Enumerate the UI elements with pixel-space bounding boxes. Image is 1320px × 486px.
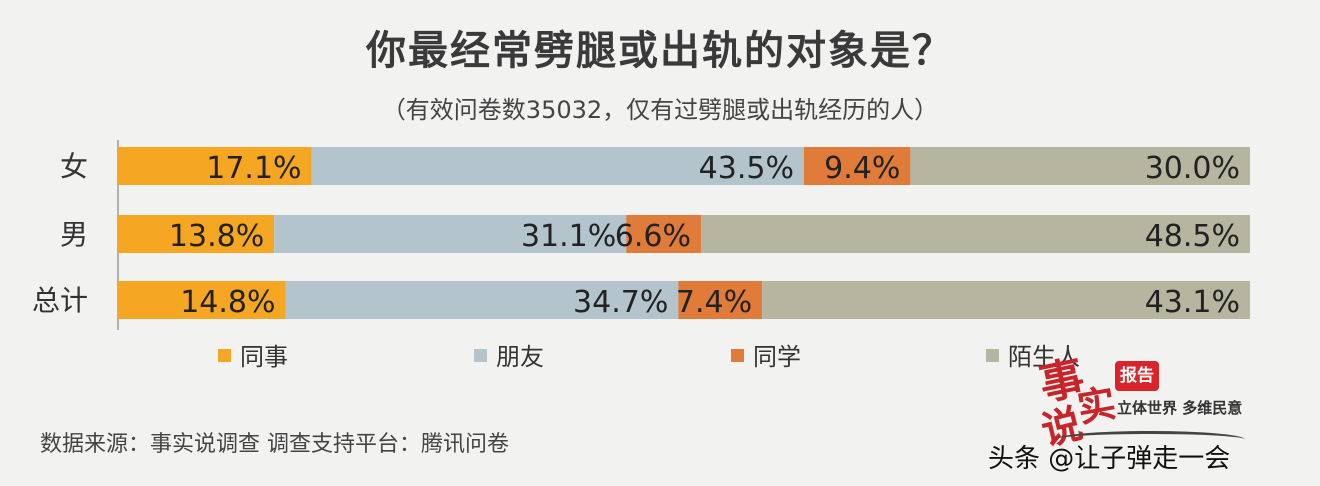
bar-segment xyxy=(678,281,763,319)
bar-segment xyxy=(626,215,701,253)
data-label: 6.6% xyxy=(615,219,691,254)
data-label: 30.0% xyxy=(1145,151,1240,186)
chart-title: 你最经常劈腿或出轨的对象是？ xyxy=(366,28,954,74)
data-label: 17.1% xyxy=(206,151,301,186)
shishishuo-logo: 事 实 说 报告 立体世界 多维民意 xyxy=(1035,335,1275,455)
category-label: 男 xyxy=(60,218,88,251)
data-label: 13.8% xyxy=(169,219,264,254)
bar-segment xyxy=(910,147,1250,185)
legend-swatch xyxy=(218,349,231,362)
data-label: 43.5% xyxy=(699,151,794,186)
watermark: 头条 @让子弹走一会 xyxy=(988,444,1231,474)
legend-label: 同事 xyxy=(240,343,288,371)
bar-segment xyxy=(762,281,1250,319)
bar-segment xyxy=(274,215,627,253)
logo-slogan: 立体世界 多维民意 xyxy=(1117,399,1243,417)
data-label: 43.1% xyxy=(1145,285,1240,320)
bar-segment xyxy=(118,281,286,319)
data-label: 14.8% xyxy=(180,285,275,320)
bar-segment xyxy=(311,147,804,185)
legend-label: 同学 xyxy=(753,343,801,371)
logo-swoosh xyxy=(1055,431,1245,448)
plot-area: 女 17.1% 43.5% 9.4% 30.0% 男 13.8% 31.1%6.6% 48.5%… xyxy=(32,140,1250,371)
data-label: 31.1% xyxy=(521,219,616,254)
legend-swatch xyxy=(474,349,487,362)
data-label: 7.4% xyxy=(676,285,752,320)
legend-label: 陌生人 xyxy=(1008,343,1080,371)
bar-segment xyxy=(803,147,911,185)
category-label: 总计 xyxy=(32,284,88,317)
legend-swatch xyxy=(986,349,999,362)
bar-segment xyxy=(118,215,275,253)
data-label: 34.7% xyxy=(573,285,668,320)
data-label: 9.4% xyxy=(824,151,900,186)
legend-swatch xyxy=(731,349,744,362)
data-source: 数据来源：事实说调查 调查支持平台：腾讯问卷 xyxy=(40,432,509,457)
data-label: 48.5% xyxy=(1145,219,1240,254)
bar-segment xyxy=(700,215,1250,253)
category-label: 女 xyxy=(60,150,88,183)
logo-stamp: 报告 xyxy=(1115,361,1159,391)
bar-segment xyxy=(285,281,679,319)
bar-segment xyxy=(118,147,312,185)
legend-label: 朋友 xyxy=(496,343,544,371)
chart-subtitle: （有效问卷数35032，仅有过劈腿或出轨经历的人） xyxy=(381,96,939,124)
